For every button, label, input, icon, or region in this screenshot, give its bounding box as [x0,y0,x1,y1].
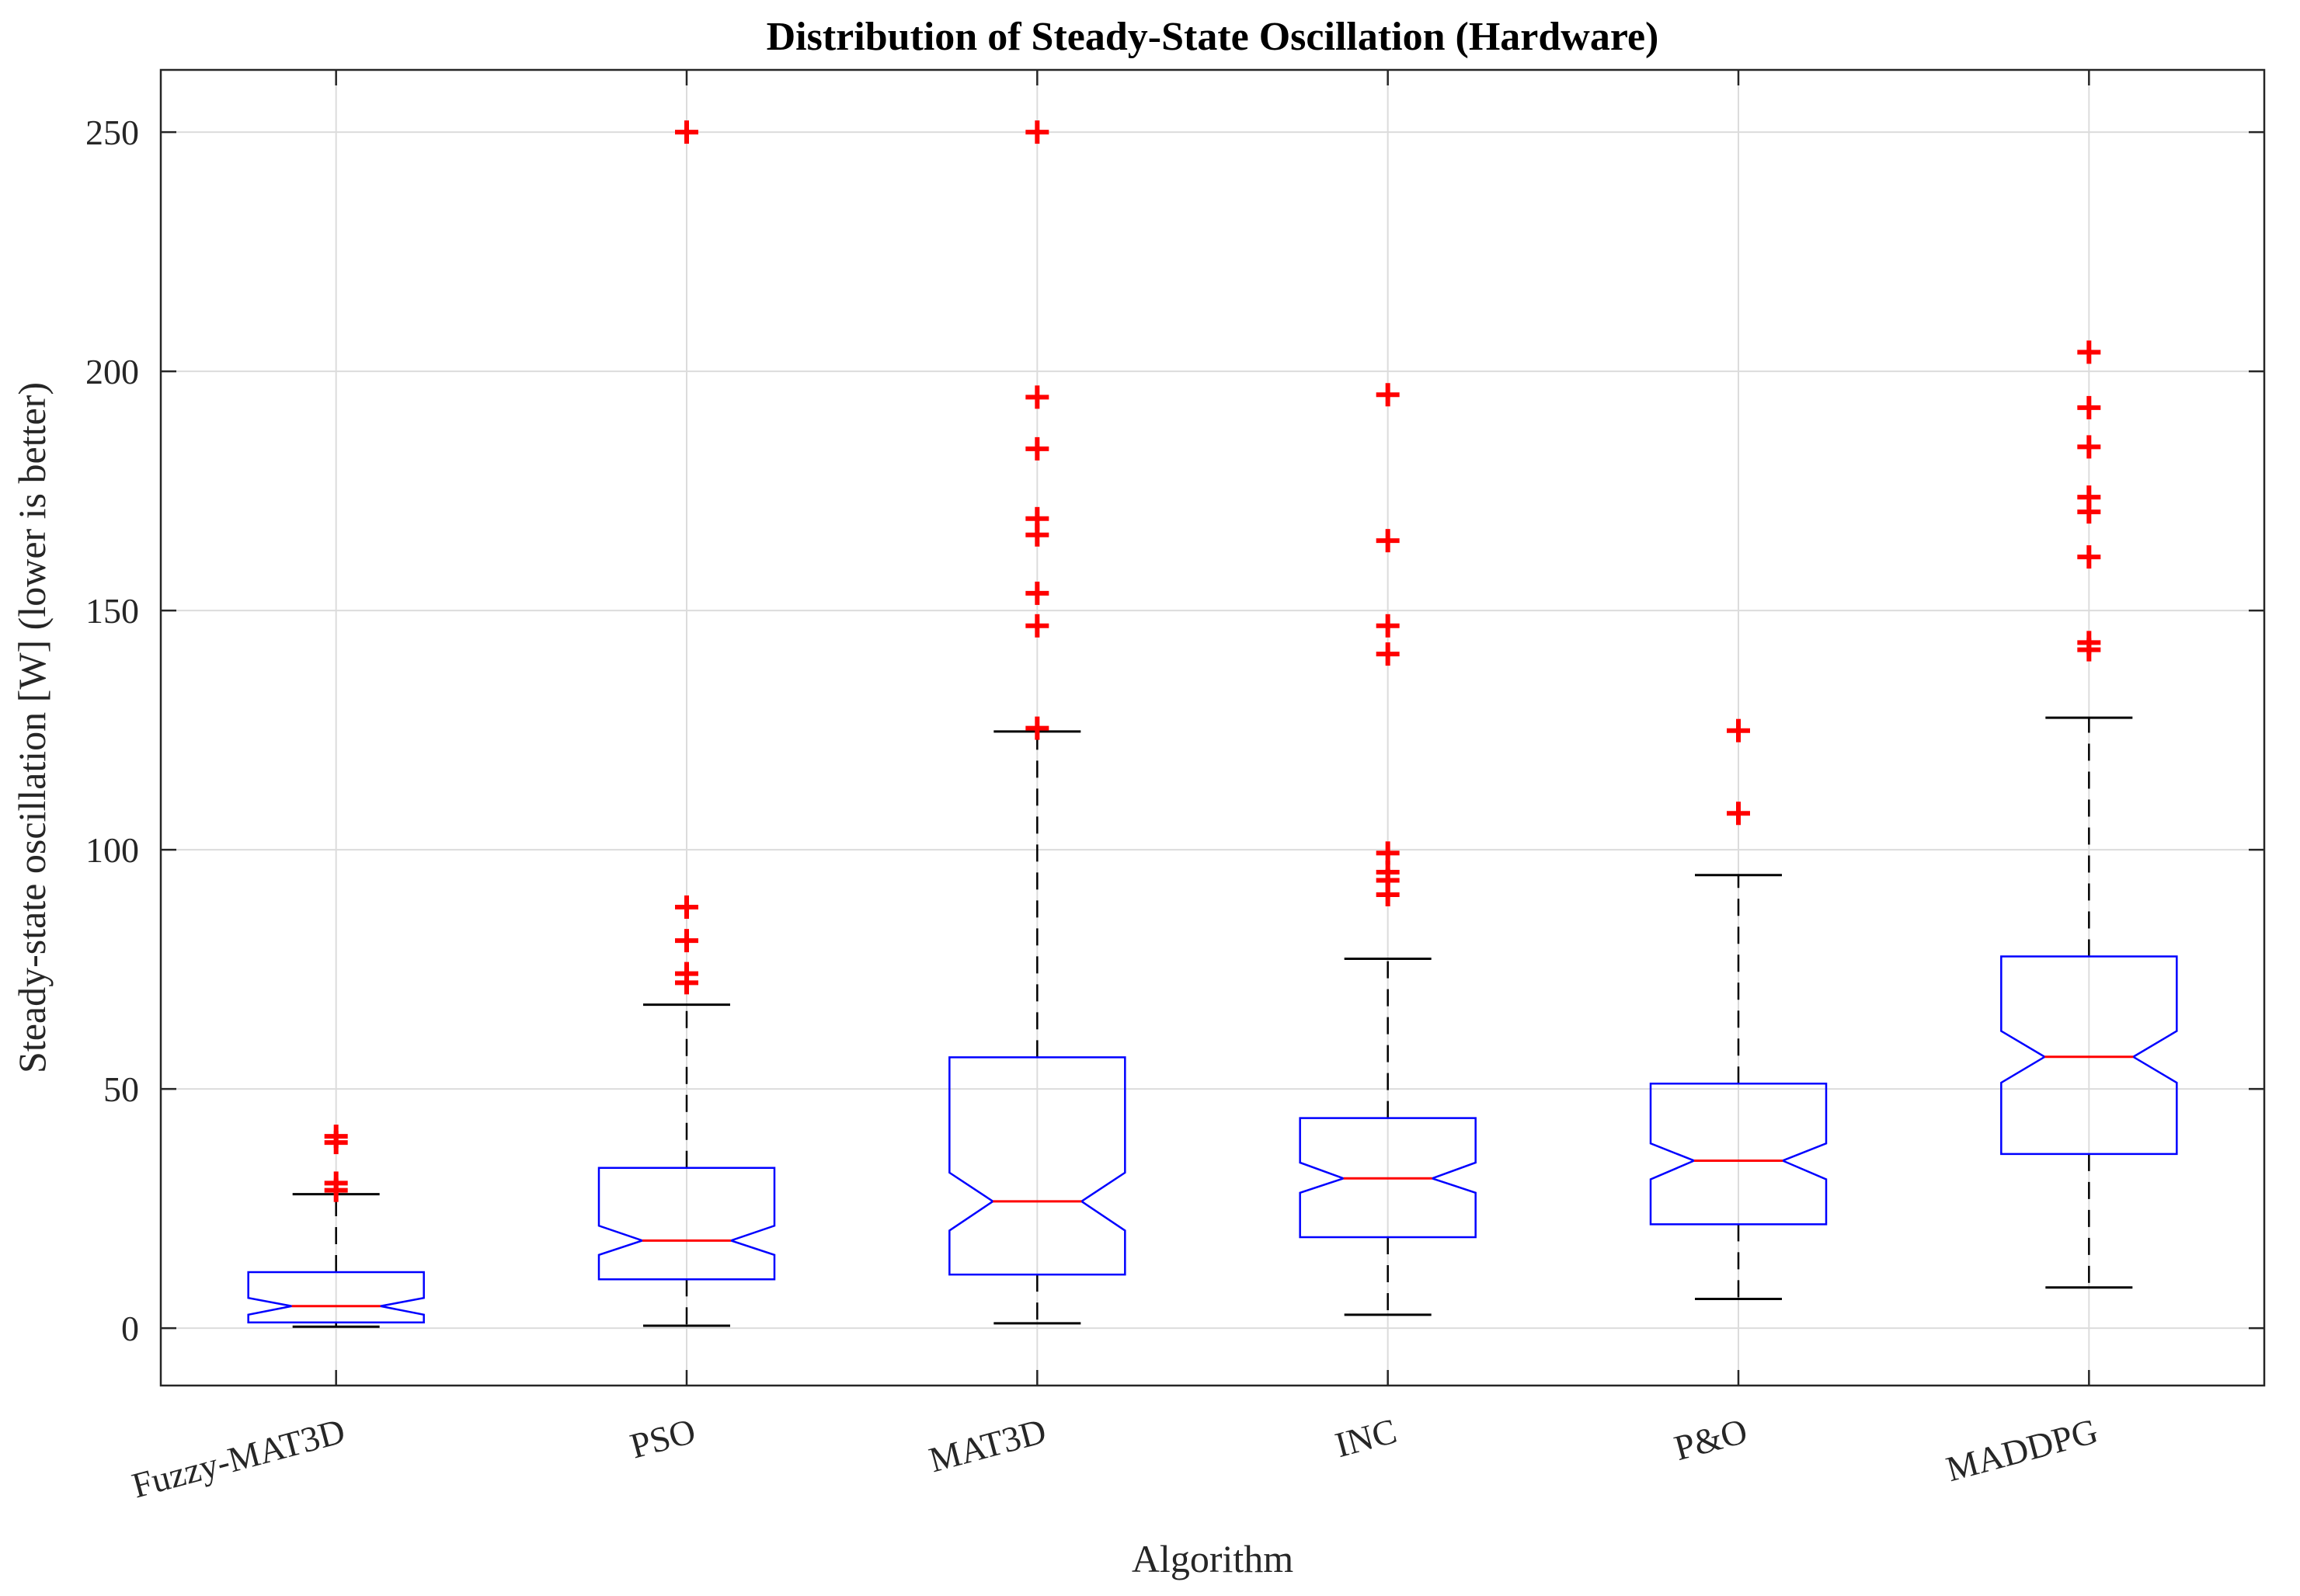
outlier-marker [2077,545,2101,569]
box-group [2000,340,2178,1289]
outlier-marker [1025,506,1049,530]
outlier-marker [2077,435,2101,459]
outlier-marker [1025,436,1049,461]
outlier-marker [1025,120,1049,144]
outlier-marker [675,961,698,986]
notched-box [597,1167,776,1281]
y-axis-label: Steady-state oscillation [W] (lower is b… [10,382,54,1073]
notched-box [948,1056,1126,1276]
box-group [1649,718,1828,1301]
outlier-marker [675,120,698,144]
box-group [247,1125,425,1328]
outlier-marker [1376,642,1400,666]
outlier-marker [1025,716,1049,740]
outlier-marker [675,895,698,919]
outlier-marker [2077,395,2101,419]
notched-box [247,1271,425,1323]
box-group [597,120,776,1327]
outlier-marker [1025,581,1049,605]
notched-box [1299,1117,1477,1239]
outlier-marker [2077,340,2101,364]
outlier-marker [675,929,698,953]
outlier-marker [1376,529,1400,553]
outlier-marker [1025,614,1049,638]
outlier-marker [1376,841,1400,865]
y-tick-label: 50 [103,1069,139,1109]
outlier-marker [1727,718,1750,742]
outlier-marker [1376,614,1400,638]
outlier-marker [1727,801,1750,826]
notched-box [1649,1083,1828,1226]
notched-box [2000,955,2178,1156]
chart-title: Distribution of Steady-State Oscillation… [767,15,1659,59]
y-tick-label: 100 [85,830,139,870]
x-axis-label: Algorithm [1132,1537,1293,1580]
outlier-marker [1376,383,1400,407]
box-group [1299,383,1477,1316]
outlier-marker [324,1171,348,1195]
outlier-marker [2077,631,2101,655]
box-group [948,120,1126,1325]
box-series [247,120,2178,1328]
axes-frame [159,68,2266,1387]
y-tick-label: 200 [85,352,139,391]
y-tick-label: 0 [121,1309,139,1348]
outlier-marker [324,1125,348,1149]
outlier-marker [2077,485,2101,509]
outlier-marker [1025,385,1049,409]
grid-lines [161,70,2264,1386]
y-tick-label: 150 [85,591,139,631]
y-tick-label: 250 [85,113,139,152]
